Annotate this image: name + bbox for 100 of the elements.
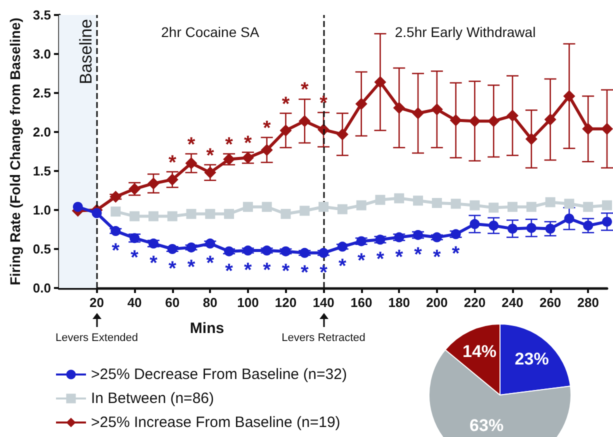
point (280, 208, 291, 219)
annotation: * (376, 248, 384, 271)
point (393, 102, 406, 114)
point (602, 216, 612, 227)
data-label: 14% (462, 342, 497, 361)
point (545, 197, 556, 208)
point (148, 238, 158, 249)
point (526, 202, 536, 212)
annotation: * (168, 152, 176, 174)
annotation: * (357, 250, 366, 272)
annotation: * (112, 240, 120, 262)
point (432, 198, 442, 208)
x-tick-label: 140 (312, 295, 334, 310)
x-tick-label: 180 (388, 295, 410, 310)
annotation: * (187, 134, 196, 156)
annotation: * (262, 117, 271, 140)
annotation: * (130, 247, 139, 270)
legend-label: >25% Increase From Baseline (n=19) (91, 414, 340, 431)
y-tick-label: 3.5 (32, 8, 51, 22)
point (355, 98, 368, 110)
annotation: * (338, 256, 347, 278)
point (242, 202, 253, 212)
x-axis-title: Mins (190, 320, 224, 337)
annotation: * (414, 244, 422, 266)
point (488, 115, 500, 128)
point (318, 202, 329, 212)
annotation: * (433, 246, 442, 268)
point (336, 128, 348, 140)
annotation: * (452, 243, 460, 266)
point (298, 115, 311, 128)
point (450, 198, 461, 209)
point (280, 246, 291, 256)
point (412, 107, 424, 120)
legend-label: In Between (n=86) (91, 390, 214, 407)
y-tick-label: 2.0 (32, 124, 51, 140)
annotation: * (225, 260, 234, 282)
band-label: Baseline (76, 19, 96, 84)
text: Levers Extended (55, 332, 138, 344)
point (318, 248, 329, 258)
point (432, 232, 442, 242)
x-tick-label: 20 (90, 295, 104, 310)
annotation: * (244, 260, 252, 282)
y-tick-label: 1.0 (32, 202, 51, 218)
point (394, 232, 404, 242)
point (413, 196, 424, 206)
annotation: * (244, 132, 252, 154)
data-label: 63% (470, 416, 504, 435)
annotation: * (206, 252, 214, 275)
annotation: * (320, 92, 328, 114)
x-tick-label: 280 (577, 295, 599, 310)
point (488, 202, 499, 213)
point (583, 220, 594, 231)
point (394, 193, 404, 204)
x-tick-label: 160 (350, 295, 372, 310)
annotation: 2hr Cocaine SA (161, 24, 260, 40)
x-tick-label: 100 (237, 295, 259, 310)
data-label: 23% (514, 349, 549, 368)
annotation: * (225, 134, 234, 156)
y-axis-title: Firing Rate (Fold Change from Baseline) (7, 18, 23, 286)
point (205, 208, 216, 219)
y-tick-label: 0.5 (32, 242, 51, 256)
point (204, 166, 216, 179)
point (470, 219, 480, 230)
point (526, 222, 536, 233)
point (601, 122, 613, 135)
point (583, 202, 594, 212)
annotation: * (282, 260, 290, 282)
point (262, 202, 272, 212)
point (508, 202, 518, 212)
x-tick-label: 80 (202, 295, 218, 310)
point (356, 200, 366, 210)
annotation: * (150, 252, 158, 275)
x-tick-label: 60 (165, 295, 180, 310)
x-tick-label: 240 (502, 295, 524, 310)
x-tick-label: 120 (274, 295, 297, 310)
y-tick-label: 0.0 (32, 280, 51, 296)
x-tick-label: 200 (426, 295, 448, 310)
point (508, 224, 518, 234)
point (224, 208, 234, 219)
point (564, 198, 574, 209)
y-tick-label: 3.0 (32, 46, 51, 62)
point (468, 115, 481, 128)
annotation: 2.5hr Early Withdrawal (394, 24, 536, 40)
annotation: * (206, 144, 214, 167)
annotation: * (300, 262, 309, 284)
point (300, 206, 310, 216)
point (602, 200, 612, 210)
annotation: * (282, 93, 290, 116)
annotation: * (300, 79, 309, 102)
point (470, 200, 480, 210)
annotation: * (187, 256, 196, 278)
legend-label: >25% Decrease From Baseline (n=32) (91, 366, 347, 383)
point (300, 248, 310, 258)
point (110, 206, 121, 217)
point (450, 114, 462, 126)
x-tick-label: 220 (464, 295, 486, 310)
point (147, 177, 160, 190)
point (205, 238, 216, 249)
point (488, 220, 499, 231)
point (92, 208, 102, 218)
